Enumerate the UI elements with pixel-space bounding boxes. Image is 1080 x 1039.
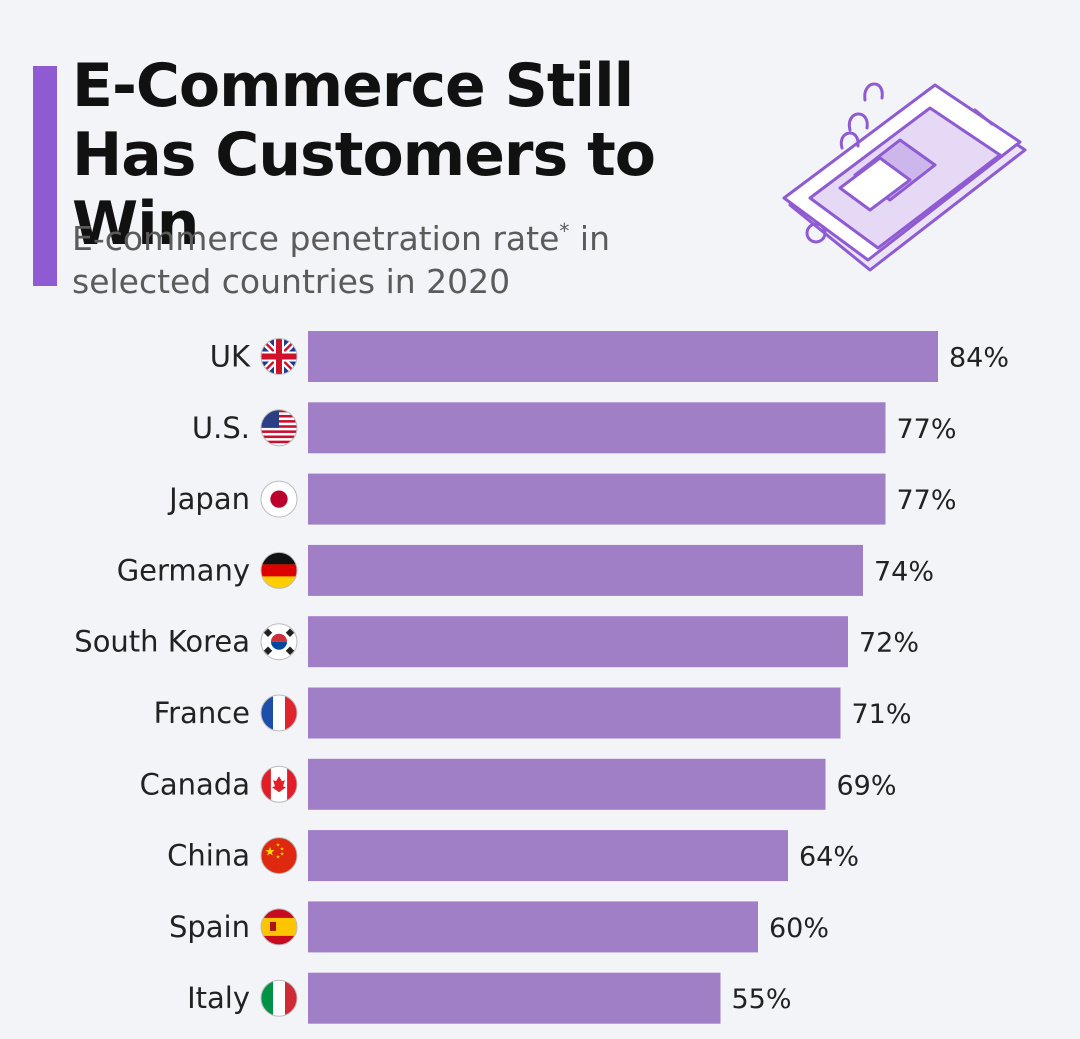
value-label: 77% bbox=[897, 414, 957, 445]
flag-outline bbox=[260, 908, 298, 946]
category-label: U.S. bbox=[192, 411, 250, 445]
uk-flag-icon bbox=[261, 338, 297, 375]
flag-outline bbox=[260, 837, 298, 875]
china-flag-icon: ★ ★★★★ bbox=[261, 837, 297, 874]
value-label: 64% bbox=[799, 842, 859, 873]
flag-outline bbox=[260, 979, 298, 1017]
subtitle-text: E-commerce penetration rate bbox=[72, 219, 560, 258]
spain-flag-icon bbox=[261, 908, 297, 945]
category-label: South Korea bbox=[74, 625, 250, 659]
chart-title: E-Commerce Still Has Customers to Win bbox=[72, 51, 656, 259]
svg-text:★: ★ bbox=[280, 847, 285, 853]
value-label: 60% bbox=[769, 913, 829, 944]
category-label: China bbox=[167, 839, 250, 873]
value-label: 74% bbox=[874, 556, 934, 587]
japan-flag-icon bbox=[261, 481, 297, 518]
category-label: Canada bbox=[140, 767, 250, 801]
bar-germany bbox=[308, 544, 863, 596]
flag-outline bbox=[260, 765, 298, 803]
canada-flag-icon bbox=[261, 766, 297, 803]
bar-japan bbox=[308, 473, 886, 525]
value-label: 77% bbox=[897, 485, 957, 516]
value-label: 55% bbox=[732, 984, 792, 1015]
shopping-phone-illustration-icon bbox=[782, 82, 1027, 272]
flag-outline bbox=[260, 694, 298, 732]
category-label: Spain bbox=[169, 910, 250, 944]
category-label: France bbox=[154, 696, 250, 730]
bar-u-s- bbox=[308, 402, 886, 454]
category-label: Japan bbox=[167, 482, 250, 516]
chart-subtitle: E-commerce penetration rate* in selected… bbox=[72, 210, 712, 303]
bar-south-korea bbox=[308, 616, 848, 668]
flag-outline bbox=[260, 409, 298, 447]
flag-outline bbox=[260, 623, 298, 661]
bar-france bbox=[308, 687, 841, 739]
svg-text:★: ★ bbox=[280, 852, 285, 858]
subtitle-text-rest: in selected countries in 2020 bbox=[72, 219, 610, 301]
category-label: UK bbox=[210, 340, 251, 374]
svg-text:★: ★ bbox=[276, 855, 281, 861]
accent-bar bbox=[33, 66, 57, 286]
category-label: Italy bbox=[187, 981, 250, 1015]
svg-text:★: ★ bbox=[265, 845, 276, 859]
footnote-mark: * bbox=[559, 219, 570, 243]
italy-flag-icon bbox=[261, 980, 297, 1017]
bar-uk bbox=[308, 331, 938, 382]
germany-flag-icon bbox=[261, 552, 297, 589]
value-label: 72% bbox=[859, 628, 919, 659]
flag-outline bbox=[260, 480, 298, 518]
value-label: 84% bbox=[949, 343, 1009, 374]
svg-text:★: ★ bbox=[276, 843, 281, 849]
flag-outline bbox=[260, 338, 298, 375]
france-flag-icon bbox=[261, 695, 297, 731]
south-korea-flag-icon bbox=[261, 623, 297, 660]
bar-italy bbox=[308, 972, 721, 1024]
value-label: 71% bbox=[852, 699, 912, 730]
bar-canada bbox=[308, 758, 826, 810]
flag-outline bbox=[260, 551, 298, 589]
bar-spain bbox=[308, 901, 758, 953]
value-label: 69% bbox=[837, 770, 897, 801]
category-label: Germany bbox=[117, 553, 250, 587]
bar-china bbox=[308, 830, 788, 882]
